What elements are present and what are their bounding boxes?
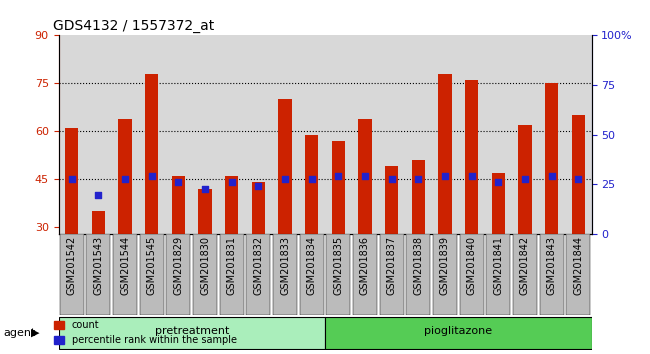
Point <box>386 176 396 182</box>
Text: GSM201840: GSM201840 <box>467 236 476 295</box>
Bar <box>491 173 505 234</box>
Bar <box>278 99 292 234</box>
Bar <box>305 135 318 234</box>
Bar <box>518 125 532 234</box>
Text: GSM201835: GSM201835 <box>333 236 343 295</box>
Point <box>520 176 530 182</box>
Text: pretreatment: pretreatment <box>155 326 229 336</box>
Point <box>360 173 370 179</box>
Point <box>573 176 584 182</box>
Point <box>547 173 557 179</box>
FancyBboxPatch shape <box>86 234 110 315</box>
Bar <box>172 176 185 234</box>
FancyBboxPatch shape <box>140 234 164 315</box>
Bar <box>252 182 265 234</box>
Point <box>200 186 211 192</box>
Text: GSM201832: GSM201832 <box>254 236 263 295</box>
Point <box>439 173 450 179</box>
Text: GSM201542: GSM201542 <box>67 236 77 295</box>
FancyBboxPatch shape <box>540 234 564 315</box>
FancyBboxPatch shape <box>60 234 84 315</box>
Bar <box>118 119 132 234</box>
Point <box>280 176 291 182</box>
Text: GDS4132 / 1557372_at: GDS4132 / 1557372_at <box>53 19 214 33</box>
Bar <box>92 211 105 234</box>
Point <box>120 176 130 182</box>
FancyBboxPatch shape <box>380 234 404 315</box>
Bar <box>465 80 478 234</box>
Bar <box>332 141 345 234</box>
Point <box>227 179 237 185</box>
Text: GSM201844: GSM201844 <box>573 236 583 295</box>
Point <box>467 173 477 179</box>
Text: GSM201837: GSM201837 <box>387 236 396 295</box>
Point <box>254 183 264 189</box>
Point <box>67 176 77 182</box>
Text: agent: agent <box>3 328 36 338</box>
FancyBboxPatch shape <box>460 234 484 315</box>
FancyBboxPatch shape <box>58 317 325 349</box>
Text: GSM201829: GSM201829 <box>174 236 183 295</box>
Bar <box>225 176 239 234</box>
Bar <box>145 74 159 234</box>
FancyBboxPatch shape <box>193 234 217 315</box>
Bar <box>571 115 585 234</box>
FancyBboxPatch shape <box>273 234 297 315</box>
Text: ▶: ▶ <box>31 328 40 338</box>
FancyBboxPatch shape <box>326 234 350 315</box>
Bar <box>358 119 372 234</box>
Bar <box>545 83 558 234</box>
Legend: count, percentile rank within the sample: count, percentile rank within the sample <box>50 316 240 349</box>
FancyBboxPatch shape <box>220 234 244 315</box>
Text: pioglitazone: pioglitazone <box>424 326 492 336</box>
FancyBboxPatch shape <box>566 234 590 315</box>
Text: GSM201841: GSM201841 <box>493 236 503 295</box>
Point <box>493 179 504 185</box>
Text: GSM201545: GSM201545 <box>147 236 157 295</box>
Point <box>94 193 104 198</box>
Bar <box>385 166 398 234</box>
Point <box>173 179 184 185</box>
FancyBboxPatch shape <box>513 234 537 315</box>
FancyBboxPatch shape <box>406 234 430 315</box>
Text: GSM201838: GSM201838 <box>413 236 423 295</box>
Bar <box>411 160 425 234</box>
Text: GSM201836: GSM201836 <box>360 236 370 295</box>
Point <box>307 176 317 182</box>
Bar <box>65 128 79 234</box>
Text: GSM201544: GSM201544 <box>120 236 130 295</box>
Text: GSM201543: GSM201543 <box>94 236 103 295</box>
FancyBboxPatch shape <box>300 234 324 315</box>
Bar <box>438 74 452 234</box>
FancyBboxPatch shape <box>166 234 190 315</box>
Point <box>413 176 424 182</box>
FancyBboxPatch shape <box>113 234 137 315</box>
Point <box>147 173 157 179</box>
Text: GSM201842: GSM201842 <box>520 236 530 295</box>
FancyBboxPatch shape <box>325 317 592 349</box>
FancyBboxPatch shape <box>486 234 510 315</box>
FancyBboxPatch shape <box>433 234 457 315</box>
FancyBboxPatch shape <box>353 234 377 315</box>
Point <box>333 173 343 179</box>
Text: GSM201833: GSM201833 <box>280 236 290 295</box>
Text: GSM201843: GSM201843 <box>547 236 556 295</box>
Text: GSM201831: GSM201831 <box>227 236 237 295</box>
Text: GSM201839: GSM201839 <box>440 236 450 295</box>
Bar <box>198 189 212 234</box>
Text: GSM201830: GSM201830 <box>200 236 210 295</box>
Text: GSM201834: GSM201834 <box>307 236 317 295</box>
FancyBboxPatch shape <box>246 234 270 315</box>
